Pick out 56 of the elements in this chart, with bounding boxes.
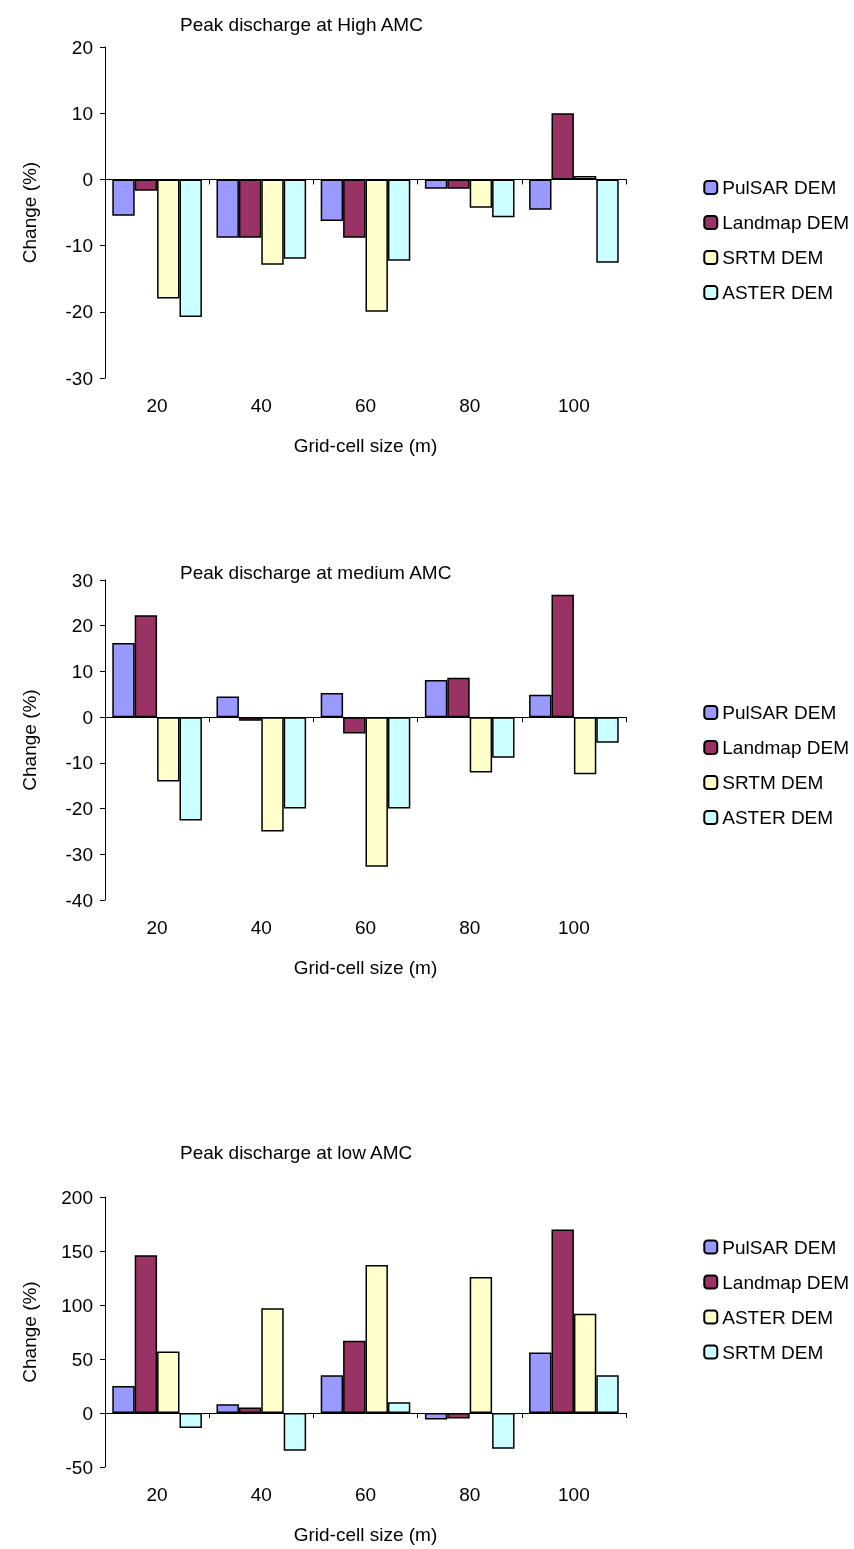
x-tick-label: 100 bbox=[558, 917, 590, 938]
y-tick-label: -50 bbox=[65, 1456, 93, 1478]
chart-title: Peak discharge at High AMC bbox=[180, 14, 423, 35]
x-axis-title: Grid-cell size (m) bbox=[293, 435, 438, 456]
legend-label: PulSAR DEM bbox=[722, 702, 837, 723]
legend-label: ASTER DEM bbox=[722, 807, 834, 828]
x-tick-label: 20 bbox=[146, 1484, 168, 1505]
y-tick-label: 100 bbox=[61, 1294, 93, 1316]
y-tick-label: -20 bbox=[65, 301, 93, 323]
y-tick-label: -20 bbox=[65, 798, 93, 820]
x-tick-label: 40 bbox=[250, 395, 272, 416]
legend-label: Landmap DEM bbox=[722, 212, 850, 233]
legend-label: PulSAR DEM bbox=[722, 177, 837, 198]
y-axis-title: Change (%) bbox=[19, 1281, 40, 1383]
x-axis-title: Grid-cell size (m) bbox=[293, 957, 438, 978]
y-tick-label: 200 bbox=[61, 1186, 93, 1208]
x-axis-title: Grid-cell size (m) bbox=[293, 1524, 438, 1545]
chart-title: Peak discharge at low AMC bbox=[180, 1142, 413, 1163]
y-tick-label: 20 bbox=[71, 36, 93, 58]
x-tick-label: 60 bbox=[354, 1484, 377, 1505]
x-tick-label: 100 bbox=[558, 395, 590, 416]
x-tick-label: 40 bbox=[250, 917, 272, 938]
y-axis-title: Change (%) bbox=[19, 161, 40, 264]
x-tick-label: 100 bbox=[558, 1484, 590, 1505]
x-tick-label: 20 bbox=[146, 917, 168, 938]
y-tick-label: -10 bbox=[65, 752, 93, 774]
y-tick-label: 10 bbox=[71, 660, 93, 682]
y-tick-label: 0 bbox=[82, 168, 93, 190]
chart-title: Peak discharge at medium AMC bbox=[180, 562, 452, 583]
y-tick-label: 0 bbox=[82, 1402, 93, 1424]
y-tick-label: 10 bbox=[71, 102, 93, 124]
legend-label: SRTM DEM bbox=[722, 1341, 824, 1363]
y-tick-label: -30 bbox=[65, 367, 93, 389]
y-tick-label: 20 bbox=[71, 615, 93, 637]
legend-label: Landmap DEM bbox=[722, 1271, 850, 1293]
y-tick-label: -30 bbox=[65, 843, 93, 865]
y-tick-label: 30 bbox=[71, 569, 93, 591]
x-tick-label: 80 bbox=[459, 1484, 481, 1505]
x-tick-label: 40 bbox=[250, 1484, 272, 1505]
y-tick-label: 0 bbox=[82, 706, 93, 728]
legend-label: SRTM DEM bbox=[722, 772, 824, 793]
x-tick-label: 60 bbox=[354, 395, 377, 416]
legend-label: ASTER DEM bbox=[722, 282, 834, 303]
x-tick-label: 60 bbox=[354, 917, 377, 938]
legend-label: ASTER DEM bbox=[722, 1306, 834, 1328]
x-tick-label: 20 bbox=[146, 395, 168, 416]
x-tick-label: 80 bbox=[459, 917, 481, 938]
legend-label: Landmap DEM bbox=[722, 737, 850, 758]
y-tick-label: 150 bbox=[61, 1240, 93, 1262]
y-tick-label: 50 bbox=[71, 1348, 93, 1370]
y-tick-label: -10 bbox=[65, 235, 93, 257]
legend-label: SRTM DEM bbox=[722, 247, 824, 268]
x-tick-label: 80 bbox=[459, 395, 481, 416]
y-axis-title: Change (%) bbox=[19, 689, 40, 791]
legend-label: PulSAR DEM bbox=[722, 1236, 837, 1258]
y-tick-label: -40 bbox=[65, 889, 93, 911]
